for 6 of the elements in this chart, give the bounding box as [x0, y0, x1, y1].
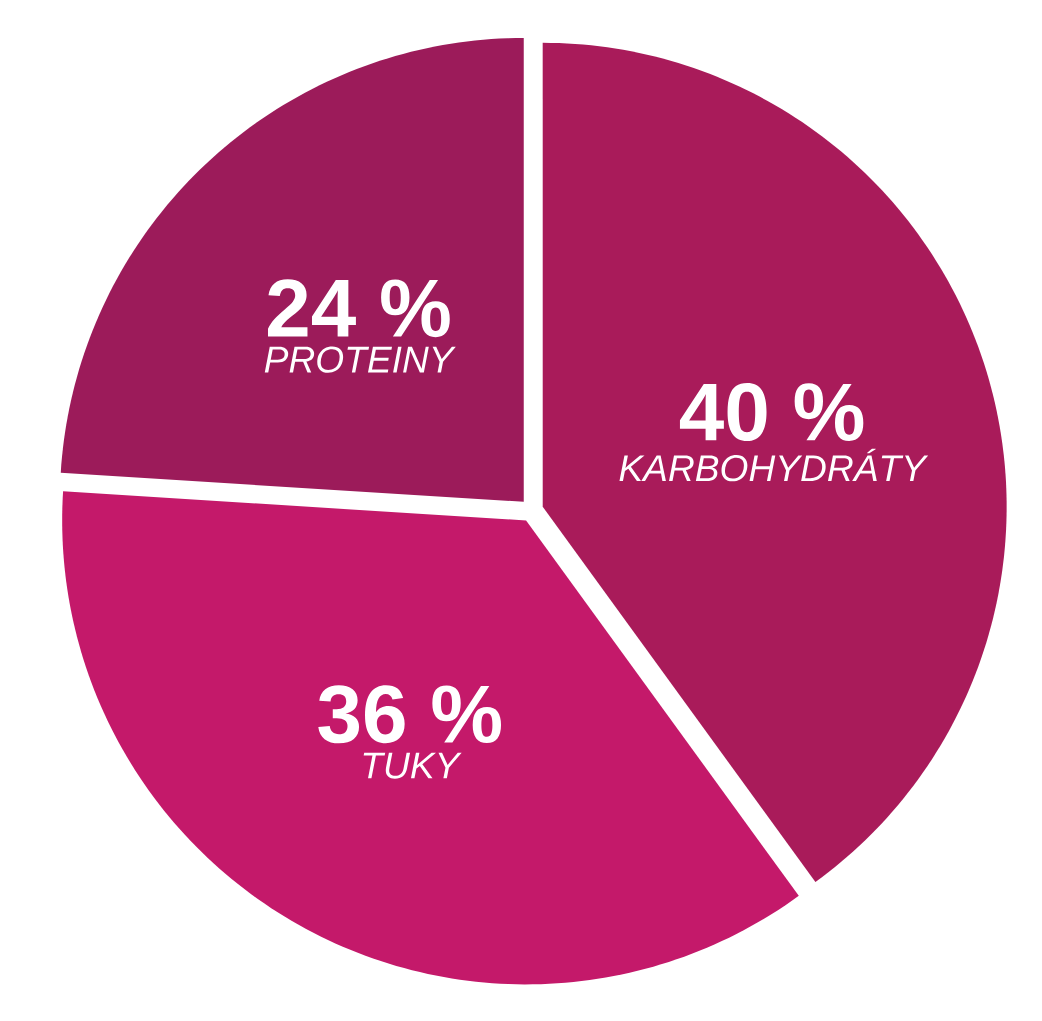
slice-label: TUKY: [363, 752, 462, 779]
data-label: 24 %: [268, 279, 450, 338]
data-label: 36 %: [318, 685, 502, 744]
slice-label: KARBOHYDRÁTY: [619, 448, 929, 482]
data-label: 40 %: [679, 383, 864, 442]
slice-label: PROTEINY: [264, 346, 456, 373]
